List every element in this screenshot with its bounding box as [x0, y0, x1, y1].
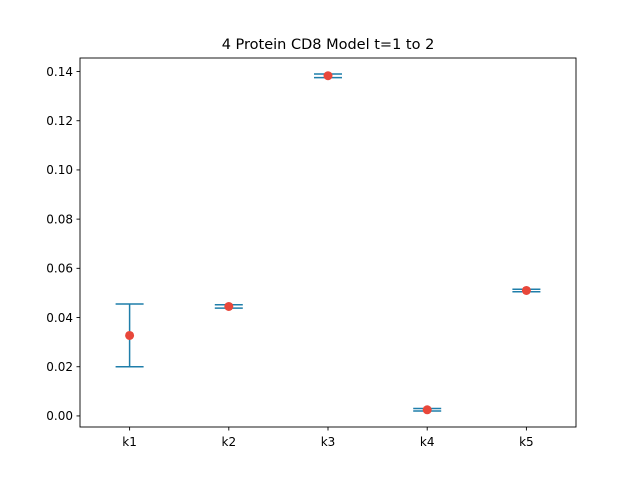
y-tick-label: 0.06 — [46, 262, 73, 276]
y-tick-label: 0.12 — [46, 114, 73, 128]
chart-title: 4 Protein CD8 Model t=1 to 2 — [222, 37, 435, 53]
errorbar-layer — [115, 73, 541, 412]
plot-frame — [79, 57, 577, 428]
point-k5 — [521, 285, 531, 295]
y-tick-label: 0.00 — [46, 409, 73, 423]
x-tick-label-k4: k4 — [420, 435, 435, 449]
y-tick-label: 0.04 — [46, 311, 73, 325]
point-k3 — [323, 71, 333, 81]
x-tick-label-k1: k1 — [122, 435, 137, 449]
point-k4 — [422, 405, 432, 415]
y-tick-label: 0.08 — [46, 212, 73, 226]
y-tick-label: 0.14 — [46, 65, 73, 79]
x-axis: k1 k2 k3 k4 k5 — [122, 427, 534, 449]
point-k1 — [125, 330, 135, 340]
y-axis: 0.00 0.02 0.04 0.06 0.08 0.10 0.12 0.14 — [46, 65, 80, 423]
y-tick-label: 0.10 — [46, 163, 73, 177]
x-tick-label-k3: k3 — [321, 435, 336, 449]
point-layer — [125, 71, 531, 415]
point-k2 — [224, 301, 234, 311]
x-tick-label-k5: k5 — [519, 435, 534, 449]
y-tick-label: 0.02 — [46, 360, 73, 374]
x-tick-label-k2: k2 — [222, 435, 237, 449]
